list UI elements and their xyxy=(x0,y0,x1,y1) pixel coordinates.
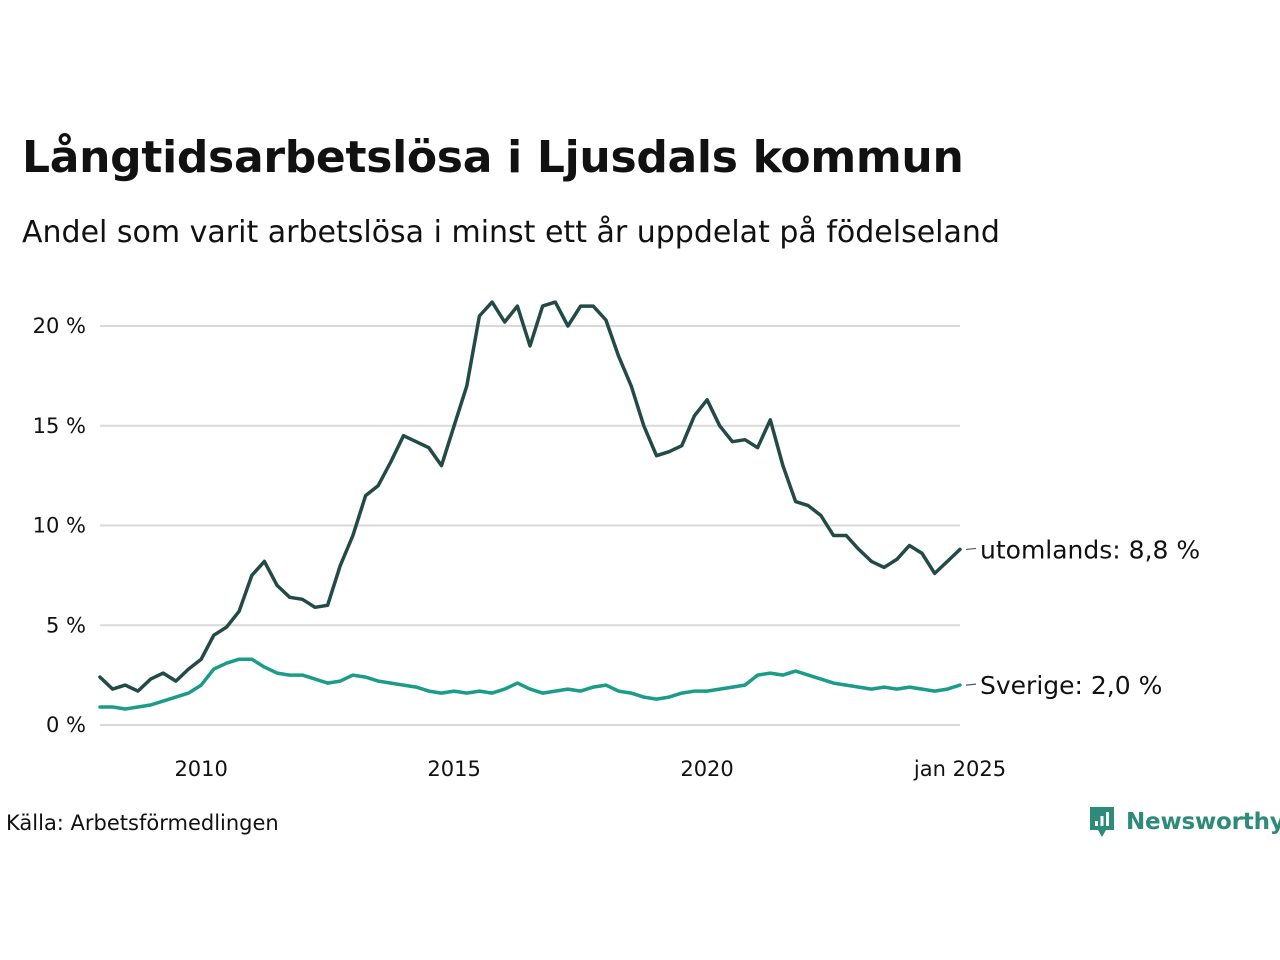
y-tick-label: 15 % xyxy=(33,414,86,438)
x-tick-label: 2020 xyxy=(680,757,733,781)
y-tick-label: 0 % xyxy=(46,713,86,737)
y-tick-label: 10 % xyxy=(33,514,86,538)
chart-subtitle: Andel som varit arbetslösa i minst ett å… xyxy=(22,215,1000,250)
x-tick-label: 2010 xyxy=(174,757,227,781)
series-line-sverige xyxy=(98,657,962,711)
end-label-sverige: Sverige: 2,0 % xyxy=(980,671,1162,700)
series-lines xyxy=(98,300,962,711)
series-end-labels: utomlands: 8,8 % Sverige: 2,0 % xyxy=(965,535,1200,700)
grid-lines xyxy=(100,325,960,726)
source-note: Källa: Arbetsförmedlingen xyxy=(6,811,279,835)
x-tick-label: 2015 xyxy=(427,757,480,781)
end-label-connector xyxy=(965,547,977,551)
series-line-utomlands xyxy=(98,300,962,693)
brand-name: Newsworthy xyxy=(1126,809,1280,835)
newsworthy-logo-icon xyxy=(1090,807,1114,837)
y-tick-label: 5 % xyxy=(46,613,86,637)
x-axis-tick-labels: 2010 2015 2020 jan 2025 xyxy=(174,757,1006,781)
y-axis-tick-labels: 0 % 5 % 10 % 15 % 20 % xyxy=(33,314,86,737)
end-label-utomlands: utomlands: 8,8 % xyxy=(980,535,1200,564)
y-tick-label: 20 % xyxy=(33,314,86,338)
brand-logo[interactable]: Newsworthy xyxy=(1088,804,1280,840)
x-tick-label: jan 2025 xyxy=(913,757,1006,781)
page-title: Långtidsarbetslösa i Ljusdals kommun xyxy=(22,132,964,183)
end-label-connector xyxy=(965,683,977,686)
